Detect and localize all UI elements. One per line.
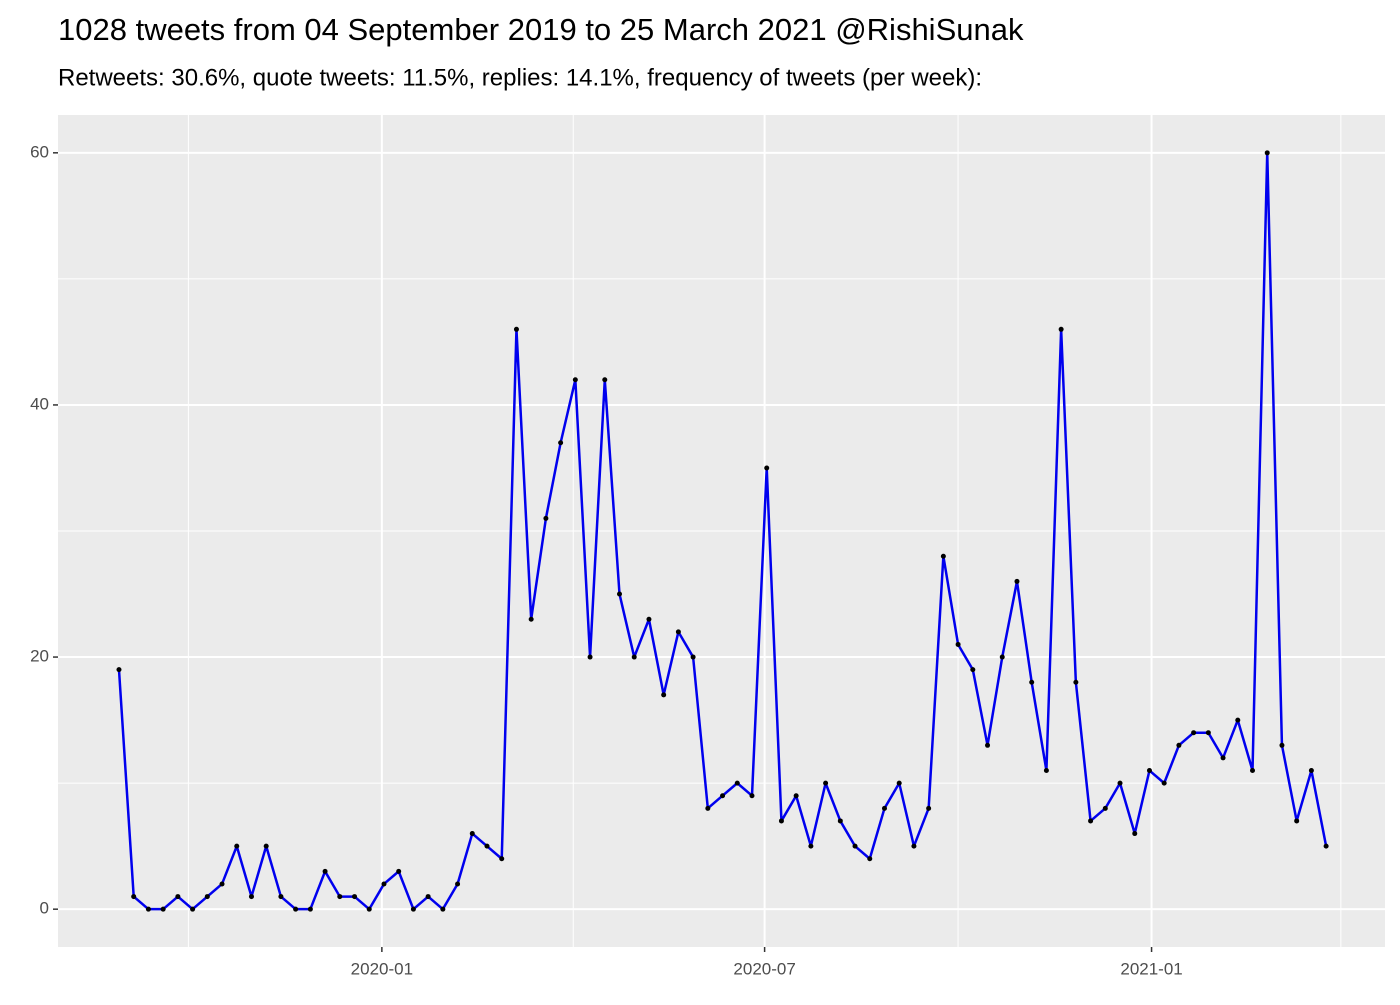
data-point bbox=[1043, 768, 1049, 774]
data-point bbox=[572, 377, 578, 383]
data-point bbox=[190, 906, 196, 912]
data-point bbox=[469, 831, 475, 837]
data-point bbox=[970, 667, 976, 673]
data-point bbox=[631, 654, 637, 660]
data-point bbox=[352, 894, 358, 900]
data-point bbox=[911, 843, 917, 849]
data-point bbox=[263, 843, 269, 849]
data-point bbox=[881, 805, 887, 811]
data-point bbox=[999, 654, 1005, 660]
data-point bbox=[513, 326, 519, 332]
data-point bbox=[204, 894, 210, 900]
data-point bbox=[248, 894, 254, 900]
data-point bbox=[1294, 818, 1300, 824]
data-point bbox=[778, 818, 784, 824]
data-point bbox=[160, 906, 166, 912]
data-point bbox=[690, 654, 696, 660]
data-point bbox=[1176, 742, 1182, 748]
data-point bbox=[1088, 818, 1094, 824]
data-point bbox=[837, 818, 843, 824]
data-point bbox=[440, 906, 446, 912]
data-point bbox=[293, 906, 299, 912]
y-tick-label: 20 bbox=[30, 647, 49, 666]
x-tick-label: 2020-01 bbox=[351, 959, 413, 978]
data-point bbox=[1279, 742, 1285, 748]
data-point bbox=[896, 780, 902, 786]
data-point bbox=[1146, 768, 1152, 774]
x-tick-label: 2021-01 bbox=[1120, 959, 1182, 978]
data-point bbox=[675, 629, 681, 635]
data-point bbox=[764, 465, 770, 471]
data-point bbox=[219, 881, 225, 887]
data-point bbox=[1250, 768, 1256, 774]
data-point bbox=[1205, 730, 1211, 736]
data-point bbox=[1323, 843, 1329, 849]
data-point bbox=[1264, 150, 1270, 156]
data-point bbox=[1029, 679, 1035, 685]
data-point bbox=[1220, 755, 1226, 761]
data-point bbox=[322, 868, 328, 874]
data-point bbox=[940, 553, 946, 559]
data-point bbox=[617, 591, 623, 597]
data-point bbox=[528, 616, 534, 622]
data-point bbox=[734, 780, 740, 786]
y-tick-label: 60 bbox=[30, 142, 49, 161]
data-point bbox=[808, 843, 814, 849]
data-point bbox=[720, 793, 726, 799]
data-point bbox=[484, 843, 490, 849]
data-point bbox=[1235, 717, 1241, 723]
data-point bbox=[307, 906, 313, 912]
data-point bbox=[131, 894, 137, 900]
data-point bbox=[926, 805, 932, 811]
data-point bbox=[1073, 679, 1079, 685]
x-tick-label: 2020-07 bbox=[733, 959, 795, 978]
data-point bbox=[646, 616, 652, 622]
data-point bbox=[1058, 326, 1064, 332]
chart-title: 1028 tweets from 04 September 2019 to 25… bbox=[58, 12, 1024, 47]
data-point bbox=[602, 377, 608, 383]
y-tick-label: 40 bbox=[30, 394, 49, 413]
data-point bbox=[175, 894, 181, 900]
data-point bbox=[1102, 805, 1108, 811]
data-point bbox=[1308, 768, 1314, 774]
data-point bbox=[396, 868, 402, 874]
data-point bbox=[558, 440, 564, 446]
data-point bbox=[499, 856, 505, 862]
data-point bbox=[543, 515, 549, 521]
data-point bbox=[425, 894, 431, 900]
data-point bbox=[1161, 780, 1167, 786]
data-point bbox=[749, 793, 755, 799]
data-point bbox=[587, 654, 593, 660]
data-point bbox=[410, 906, 416, 912]
data-point bbox=[705, 805, 711, 811]
data-point bbox=[366, 906, 372, 912]
data-point bbox=[1117, 780, 1123, 786]
data-point bbox=[381, 881, 387, 887]
data-point bbox=[955, 641, 961, 647]
data-point bbox=[337, 894, 343, 900]
data-point bbox=[1132, 831, 1138, 837]
data-point bbox=[234, 843, 240, 849]
data-point bbox=[793, 793, 799, 799]
data-point bbox=[1014, 578, 1020, 584]
data-point bbox=[116, 667, 122, 673]
data-point bbox=[867, 856, 873, 862]
y-tick-label: 0 bbox=[40, 899, 49, 918]
data-point bbox=[852, 843, 858, 849]
data-point bbox=[823, 780, 829, 786]
chart-subtitle: Retweets: 30.6%, quote tweets: 11.5%, re… bbox=[58, 64, 982, 91]
data-point bbox=[985, 742, 991, 748]
data-point bbox=[278, 894, 284, 900]
data-point bbox=[1191, 730, 1197, 736]
data-point bbox=[145, 906, 151, 912]
data-point bbox=[661, 692, 667, 698]
data-point bbox=[455, 881, 461, 887]
